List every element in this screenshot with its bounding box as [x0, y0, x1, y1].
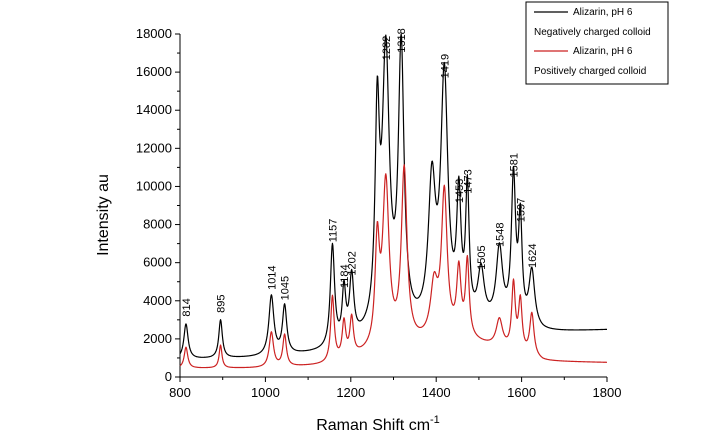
x-axis: 800 1000 1200 1400 1600 1800 — [169, 377, 621, 400]
peak-label-1184: 1184 — [339, 264, 351, 288]
peak-label-1453: 1453 — [454, 179, 466, 203]
x-tick-label: 1000 — [251, 385, 280, 400]
y-tick-label: 18000 — [136, 26, 172, 41]
peak-label-814: 814 — [181, 298, 193, 316]
peak-label-1014: 1014 — [266, 265, 278, 289]
y-tick-label: 14000 — [136, 102, 172, 117]
y-tick-label: 16000 — [136, 64, 172, 79]
peak-label-1157: 1157 — [327, 219, 339, 243]
peak-label-1045: 1045 — [280, 276, 292, 300]
x-axis-title: Raman Shift cm-1 — [316, 414, 440, 434]
series-layer — [179, 33, 608, 369]
y-tick-label: 2000 — [143, 331, 172, 346]
x-tick-label: 800 — [169, 385, 191, 400]
series-line-positive-colloid — [179, 164, 608, 369]
peak-label-1581: 1581 — [508, 153, 520, 177]
legend-red-caption: Positively charged colloid — [534, 66, 646, 77]
y-tick-label: 12000 — [136, 140, 172, 155]
peak-label-1624: 1624 — [527, 243, 539, 267]
series-line-negative-colloid — [179, 33, 608, 358]
legend-black-caption: Negatively charged colloid — [534, 27, 651, 38]
peak-label-1505: 1505 — [476, 245, 488, 269]
peak-label-1473: 1473 — [462, 169, 474, 193]
x-axis-title-text: Raman Shift cm — [316, 417, 430, 434]
x-tick-label: 1200 — [336, 385, 365, 400]
y-tick-label: 0 — [165, 369, 172, 384]
legend-black-label: Alizarin, pH 6 — [573, 7, 633, 18]
peak-label-1548: 1548 — [494, 223, 506, 247]
y-axis: 0 2000 4000 6000 8000 10000 12000 14000 16000 180… — [136, 26, 180, 384]
y-axis-title: Intensity au — [95, 174, 112, 256]
plot-frame — [179, 34, 607, 378]
x-tick-label: 1400 — [422, 385, 451, 400]
legend-box — [525, 1, 669, 85]
peak-label-1597: 1597 — [515, 198, 527, 222]
y-tick-label: 10000 — [136, 178, 172, 193]
x-axis-title-superscript: -1 — [430, 414, 440, 426]
y-tick-label: 4000 — [143, 293, 172, 308]
peak-label-895: 895 — [216, 294, 228, 312]
peak-label-1202: 1202 — [347, 251, 359, 275]
y-tick-label: 8000 — [143, 217, 172, 232]
peak-label-1419: 1419 — [439, 54, 451, 78]
x-tick-label: 1600 — [507, 385, 536, 400]
legend-red-label: Alizarin, pH 6 — [573, 46, 633, 57]
x-tick-label: 1800 — [593, 385, 622, 400]
legend: Alizarin, pH 6 Negatively charged colloi… — [525, 1, 669, 85]
y-tick-label: 6000 — [143, 255, 172, 270]
peak-label-1282: 1282 — [381, 36, 393, 60]
peak-label-1318: 1318 — [396, 28, 408, 52]
